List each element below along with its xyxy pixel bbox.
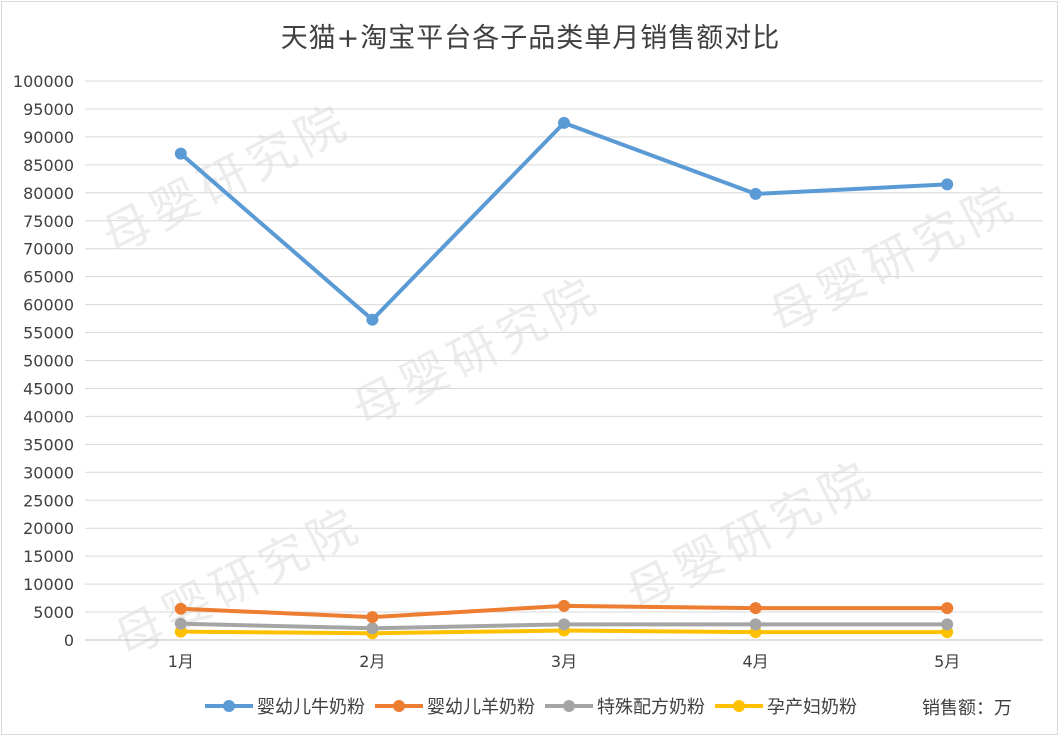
y-tick-label: 95000 [23,100,74,119]
y-tick-label: 100000 [13,72,74,91]
data-point [558,618,570,631]
data-point [366,611,379,624]
data-point [941,178,954,191]
y-tick-label: 10000 [23,575,74,594]
legend-item: 婴幼儿羊奶粉 [375,693,535,719]
legend-swatch [375,696,423,716]
y-tick-label: 15000 [23,547,74,566]
unit-label: 销售额：万 [922,698,1012,719]
y-tick-label: 70000 [23,240,74,259]
legend-swatch [205,696,253,716]
y-tick-label: 25000 [23,491,74,510]
data-point [749,187,762,200]
data-point [558,599,570,612]
legend-item: 特殊配方奶粉 [545,693,705,719]
y-tick-label: 5000 [33,603,74,622]
y-tick-label: 0 [64,631,74,650]
y-tick-label: 30000 [23,463,74,482]
y-tick-label: 90000 [23,128,74,147]
x-tick-label: 3月 [551,652,577,671]
data-point [366,313,379,326]
legend-item: 婴幼儿牛奶粉 [205,693,365,719]
x-tick-label: 2月 [359,652,385,671]
x-tick-label: 4月 [743,652,769,671]
x-tick-label: 1月 [168,652,194,671]
data-point [174,617,187,630]
legend-swatch [715,696,763,716]
legend-label: 婴幼儿羊奶粉 [427,697,535,718]
chart-title: 天猫+淘宝平台各子品类单月销售额对比 [280,23,781,54]
data-point [558,116,570,129]
data-point [749,602,762,615]
data-point [366,622,379,635]
legend-item: 孕产妇奶粉 [715,693,857,719]
y-tick-label: 65000 [23,268,74,287]
y-tick-label: 20000 [23,519,74,538]
y-tick-label: 50000 [23,352,74,371]
y-tick-label: 55000 [23,324,74,343]
data-point [749,618,762,631]
y-tick-label: 35000 [23,435,74,454]
legend-label: 孕产妇奶粉 [767,697,857,718]
series-line [178,120,950,322]
chart-legend: 婴幼儿牛奶粉 婴幼儿羊奶粉 特殊配方奶粉 孕产妇奶粉 [205,694,867,718]
legend-label: 婴幼儿牛奶粉 [257,697,365,718]
x-tick-label: 5月 [934,652,960,671]
y-tick-label: 45000 [23,379,74,398]
data-point [941,602,954,615]
data-point [174,147,187,160]
y-tick-label: 40000 [23,407,74,426]
y-tick-label: 85000 [23,156,74,175]
data-point [174,602,187,615]
data-point [941,618,954,631]
legend-swatch [545,696,593,716]
y-tick-label: 75000 [23,212,74,231]
y-tick-label: 60000 [23,296,74,315]
y-tick-label: 80000 [23,184,74,203]
legend-label: 特殊配方奶粉 [597,697,705,718]
